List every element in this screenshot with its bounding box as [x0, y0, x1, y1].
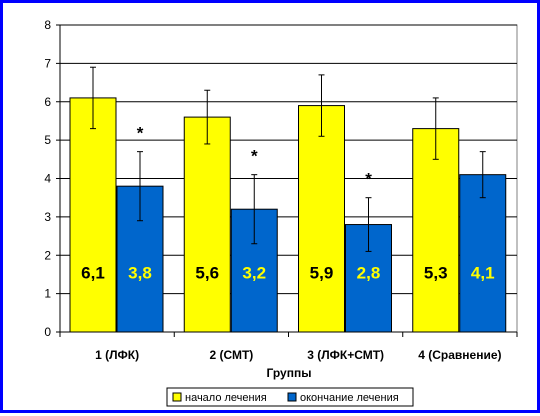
- legend-swatch: [172, 392, 182, 402]
- data-label: 5,9: [310, 263, 334, 282]
- x-category-label: 3 (ЛФК+СМТ): [307, 348, 384, 362]
- x-category-label: 1 (ЛФК): [95, 348, 139, 362]
- data-label: 3,8: [128, 263, 152, 282]
- data-label: 3,2: [242, 263, 266, 282]
- y-tick-label: 4: [44, 172, 51, 186]
- significance-marker: *: [251, 147, 258, 166]
- bar: [412, 128, 460, 333]
- data-label: 2,8: [357, 263, 381, 282]
- x-axis-title: Группы: [267, 366, 312, 380]
- significance-marker: *: [137, 124, 144, 143]
- y-tick-label: 3: [44, 210, 51, 224]
- x-category-label: 2 (СМТ): [209, 348, 253, 362]
- data-label: 6,1: [81, 263, 105, 282]
- bar-chart: 0 1 2 3 4 5 6 7 8 1 (ЛФК) 2 (СМТ) 3 (ЛФК+СМТ) 4 (Сра…: [44, 18, 518, 407]
- legend-label: начало лечения: [185, 392, 267, 404]
- y-tick-label: 2: [44, 248, 51, 262]
- bar: [183, 116, 231, 333]
- legend-label: окончание лечения: [300, 392, 399, 404]
- bar: [298, 105, 345, 333]
- bar: [69, 97, 117, 333]
- y-tick-label: 1: [44, 287, 51, 301]
- data-label: 4,1: [471, 263, 495, 282]
- legend-swatch: [287, 392, 297, 402]
- y-tick-label: 7: [44, 56, 51, 70]
- y-tick-label: 0: [44, 325, 51, 339]
- x-category-label: 4 (Сравнение): [418, 348, 501, 362]
- y-tick-label: 6: [44, 95, 51, 109]
- y-tick-label: 5: [44, 133, 51, 147]
- bar: [230, 208, 278, 333]
- data-label: 5,3: [424, 263, 448, 282]
- data-label: 5,6: [195, 263, 219, 282]
- significance-marker: *: [365, 170, 372, 189]
- y-tick-label: 8: [44, 18, 51, 32]
- bar: [459, 174, 507, 333]
